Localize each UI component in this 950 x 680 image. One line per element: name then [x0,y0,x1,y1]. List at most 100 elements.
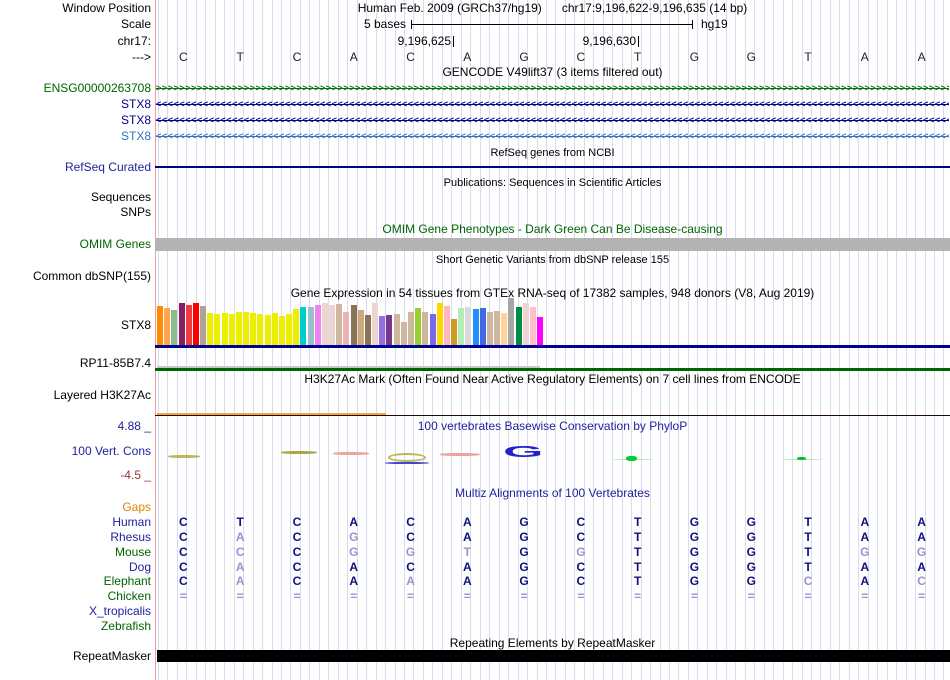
multiz-species-label-chicken[interactable]: Chicken [107,589,151,603]
gtex-tissue-bar-48[interactable] [494,311,500,345]
gtex-tissue-bar-17[interactable] [271,313,278,345]
gtex-tissue-bar-21[interactable] [300,307,307,345]
gtex-tissue-bar-29[interactable] [357,310,364,345]
gtex-tissue-bar-23[interactable] [314,305,321,345]
track-title-gencode[interactable]: GENCODE V49lift37 (3 items filtered out) [442,65,663,79]
gtex-tissue-bar-25[interactable] [329,305,336,345]
gtex-tissue-bar-27[interactable] [343,312,350,345]
gtex-tissue-bar-36[interactable] [407,312,414,345]
multiz-species-label-x_tropicalis[interactable]: X_tropicalis [88,604,151,618]
track-title-publications[interactable]: Publications: Sequences in Scientific Ar… [443,177,662,189]
gtex-tissue-bar-35[interactable] [400,322,407,345]
gtex-tissue-bar-16[interactable] [264,315,271,345]
gtex-tissue-bar-26[interactable] [336,304,343,345]
gtex-tissue-bar-53[interactable] [529,307,536,345]
gtex-tissue-bar-3[interactable] [171,310,178,345]
multiz-species-label-human[interactable]: Human [112,515,151,529]
track-title-gtex[interactable]: Gene Expression in 54 tissues from GTEx … [290,286,815,300]
gtex-tissue-bar-8[interactable] [207,313,214,345]
gtex-tissue-bar-18[interactable] [278,316,285,345]
track-label-sequences[interactable]: Sequences [90,190,151,204]
gtex-tissue-bar-1[interactable] [157,306,163,345]
gtex-tissue-bar-12[interactable] [235,312,242,345]
gtex-tissue-bar-20[interactable] [293,309,300,345]
gene-label-ensg00000263708-0[interactable]: ENSG00000263708 [43,81,151,95]
rp11-gene-line[interactable] [155,368,950,371]
gtex-tissue-bar-33[interactable] [386,315,393,345]
gtex-tissue-bar-54[interactable] [537,317,543,345]
track-label-rp11[interactable]: RP11-85B7.4 [79,356,151,370]
gene-direction-arrows-left[interactable]: <<<<<<<<<<<<<<<<<<<<<<<<<<<<<<<<<<<<<<<<… [156,99,949,109]
omim-gene-bar[interactable] [155,238,950,251]
gtex-tissue-bar-49[interactable] [501,313,508,345]
track-title-phylop[interactable]: 100 vertebrates Basewise Conservation by… [417,419,688,433]
multiz-species-label-mouse[interactable]: Mouse [114,545,151,559]
gene-label-stx8-3[interactable]: STX8 [120,129,151,143]
gtex-tissue-bar-42[interactable] [451,319,457,345]
track-title-multiz[interactable]: Multiz Alignments of 100 Vertebrates [455,486,650,500]
gtex-tissue-bar-11[interactable] [228,314,235,345]
track-title-refseq[interactable]: RefSeq genes from NCBI [490,147,615,159]
gtex-tissue-bar-9[interactable] [214,314,221,345]
track-label-omim-genes[interactable]: OMIM Genes [79,237,151,251]
gtex-tissue-bar-38[interactable] [422,312,429,345]
track-title-h3k27ac[interactable]: H3K27Ac Mark (Often Found Near Active Re… [304,372,801,386]
track-label-repeatmasker[interactable]: RepeatMasker [72,649,151,663]
gtex-tissue-bar-50[interactable] [508,298,515,345]
track-title-repeatmasker[interactable]: Repeating Elements by RepeatMasker [449,636,656,650]
repeatmasker-element-bar[interactable] [157,650,950,662]
gtex-tissue-bar-13[interactable] [243,312,249,345]
gtex-tissue-bar-22[interactable] [307,307,314,345]
gtex-tissue-bar-52[interactable] [522,303,529,345]
multiz-species-label-gaps[interactable]: Gaps [122,500,151,514]
gene-label-stx8-1[interactable]: STX8 [120,97,151,111]
track-label-common-dbsnp[interactable]: Common dbSNP(155) [32,269,151,283]
multiz-species-label-rhesus[interactable]: Rhesus [110,530,151,544]
track-label-refseq-curated[interactable]: RefSeq Curated [64,160,151,174]
gene-label-stx8-2[interactable]: STX8 [120,113,151,127]
gtex-tissue-bar-30[interactable] [364,315,371,345]
track-label-h3k27ac[interactable]: Layered H3K27Ac [53,388,151,402]
gtex-tissue-bar-41[interactable] [443,306,450,345]
gtex-tissue-bar-34[interactable] [393,314,400,345]
multiz-species-label-dog[interactable]: Dog [128,560,151,574]
refseq-gene-line[interactable] [155,166,950,168]
gtex-tissue-bar-7[interactable] [200,306,206,345]
track-label-snps[interactable]: SNPs [120,205,151,219]
gtex-tissue-bar-47[interactable] [486,312,493,345]
gtex-tissue-bar-40[interactable] [436,303,443,345]
gtex-tissue-bar-2[interactable] [164,308,171,345]
track-title-omim[interactable]: OMIM Gene Phenotypes - Dark Green Can Be… [382,222,723,236]
gtex-tissue-bar-32[interactable] [379,316,386,345]
gtex-tissue-bar-14[interactable] [250,313,257,345]
gtex-tissue-bar-4[interactable] [178,303,185,345]
track-label-gtex-gene[interactable]: STX8 [120,318,151,332]
gene-direction-arrows-left[interactable]: <<<<<<<<<<<<<<<<<<<<<<<<<<<<<<<<<<<<<<<<… [156,115,949,125]
gtex-tissue-bar-10[interactable] [221,313,228,345]
gtex-tissue-bar-37[interactable] [415,308,422,345]
gtex-tissue-bar-24[interactable] [321,303,328,345]
gtex-tissue-bar-5[interactable] [185,305,192,345]
gtex-tissue-bar-44[interactable] [465,307,472,345]
gtex-tissue-bar-28[interactable] [350,305,357,345]
gtex-tissue-bar-6[interactable] [192,303,199,345]
gtex-tissue-bar-45[interactable] [472,309,479,345]
gene-direction-arrows-left[interactable]: <<<<<<<<<<<<<<<<<<<<<<<<<<<<<<<<<<<<<<<<… [156,131,949,141]
gene-line[interactable] [156,88,949,89]
multiz-species-label-zebrafish[interactable]: Zebrafish [100,619,151,633]
gtex-tissue-bar-51[interactable] [515,307,522,345]
gtex-tissue-bar-31[interactable] [372,303,379,345]
gtex-tissue-bar-19[interactable] [286,314,293,345]
track-label-100-vert-cons[interactable]: 100 Vert. Cons [71,444,151,458]
gene-direction-arrows-right[interactable]: >>>>>>>>>>>>>>>>>>>>>>>>>>>>>>>>>>>>>>>>… [156,83,949,93]
track-title-dbsnp[interactable]: Short Genetic Variants from dbSNP releas… [435,254,670,266]
gene-line[interactable] [156,120,949,121]
gtex-tissue-bar-15[interactable] [257,314,264,345]
multiz-species-label-elephant[interactable]: Elephant [103,574,151,588]
gtex-tissue-bar-46[interactable] [479,308,486,345]
gene-line[interactable] [156,136,949,137]
gene-line[interactable] [156,104,949,105]
gtex-tissue-bar-39[interactable] [429,314,436,345]
gtex-tissue-bar-43[interactable] [458,308,465,345]
gtex-gene-model-line[interactable] [155,345,950,348]
